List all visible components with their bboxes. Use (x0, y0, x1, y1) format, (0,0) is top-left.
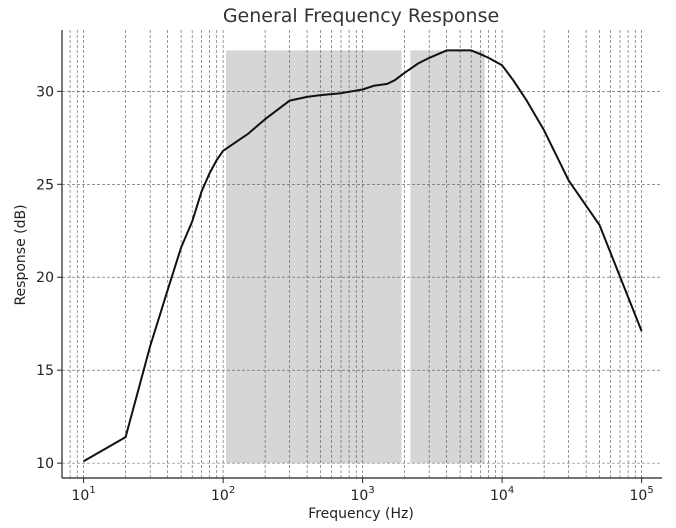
y-tick-label: 15 (36, 363, 54, 379)
x-axis-label: Frequency (Hz) (308, 506, 414, 522)
axes (61, 30, 662, 479)
shaded-band-2 (410, 50, 485, 464)
y-axis-label: Response (dB) (13, 204, 29, 305)
shaded-bands (226, 50, 485, 464)
y-tick-label: 20 (36, 270, 54, 286)
x-tick-label: 102 (211, 485, 235, 504)
response-curve-line (83, 49, 643, 463)
chart-title: General Frequency Response (223, 5, 499, 27)
x-tick-label: 101 (72, 485, 96, 504)
x-tick-label: 103 (351, 485, 375, 504)
x-tick-label: 105 (630, 485, 654, 504)
y-tick-label: 10 (36, 456, 54, 472)
x-tick-label: 104 (490, 485, 514, 504)
grid-lines (61, 30, 662, 478)
y-tick-label: 30 (36, 84, 54, 100)
shaded-band-1 (226, 50, 402, 464)
y-tick-label: 25 (36, 177, 54, 193)
tick-labels: 101 102 103 104 105 10 15 20 25 30 (36, 84, 654, 504)
